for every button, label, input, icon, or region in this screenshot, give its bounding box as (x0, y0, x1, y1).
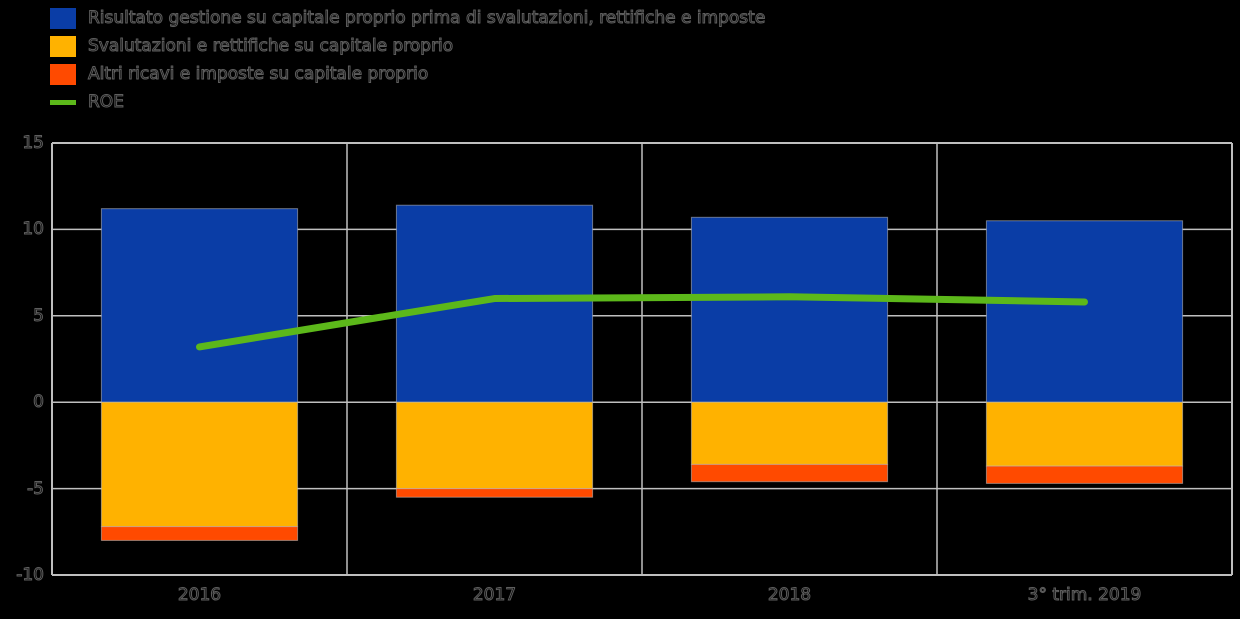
y-tick-label: 15 (22, 133, 45, 154)
y-tick-label: 5 (33, 305, 45, 326)
roe-line (196, 293, 1088, 351)
bar-segment-series0-cat3 (985, 220, 1184, 403)
chart-legend: Risultato gestione su capitale proprio p… (50, 4, 766, 116)
y-tick-label: -5 (27, 478, 45, 499)
legend-item-label: Risultato gestione su capitale proprio p… (87, 8, 766, 29)
y-tick-label: 0 (33, 392, 45, 413)
bar-segment-series1-cat2 (690, 401, 889, 465)
legend-box-swatch-icon (50, 7, 76, 29)
bar-segment-series1-cat0 (100, 401, 299, 528)
x-tick-label: 2017 (472, 585, 517, 606)
y-tick-label: -10 (16, 565, 45, 586)
x-tick-label: 3° trim. 2019 (1027, 585, 1142, 606)
legend-box-swatch-icon (50, 35, 76, 57)
bar-segment-series2-cat1 (395, 488, 594, 498)
bar-segment-series0-cat1 (395, 204, 594, 403)
bar-segment-series2-cat2 (690, 463, 889, 483)
bar-segment-series1-cat3 (985, 401, 1184, 467)
x-tick-label: 2016 (177, 585, 222, 606)
legend-item-label: Svalutazioni e rettifiche su capitale pr… (87, 36, 454, 57)
bar-segment-series1-cat1 (395, 401, 594, 490)
x-tick-label: 2018 (767, 585, 812, 606)
bar-segment-series0-cat0 (100, 208, 299, 403)
y-tick-label: 10 (22, 219, 45, 240)
bar-segment-series2-cat3 (985, 465, 1184, 484)
legend-item-label: ROE (88, 92, 125, 113)
legend-box-swatch-icon (50, 63, 76, 85)
legend-item-label: Altri ricavi e imposte su capitale propr… (87, 64, 429, 85)
bar-segment-series2-cat0 (100, 526, 299, 541)
legend-item: ROE (50, 88, 765, 116)
bar-segment-series0-cat2 (690, 216, 889, 403)
legend-item: Risultato gestione su capitale proprio p… (50, 4, 766, 32)
legend-item: Svalutazioni e rettifiche su capitale pr… (50, 32, 765, 60)
legend-item: Altri ricavi e imposte su capitale propr… (50, 60, 765, 88)
legend-line-swatch-icon (50, 99, 76, 105)
